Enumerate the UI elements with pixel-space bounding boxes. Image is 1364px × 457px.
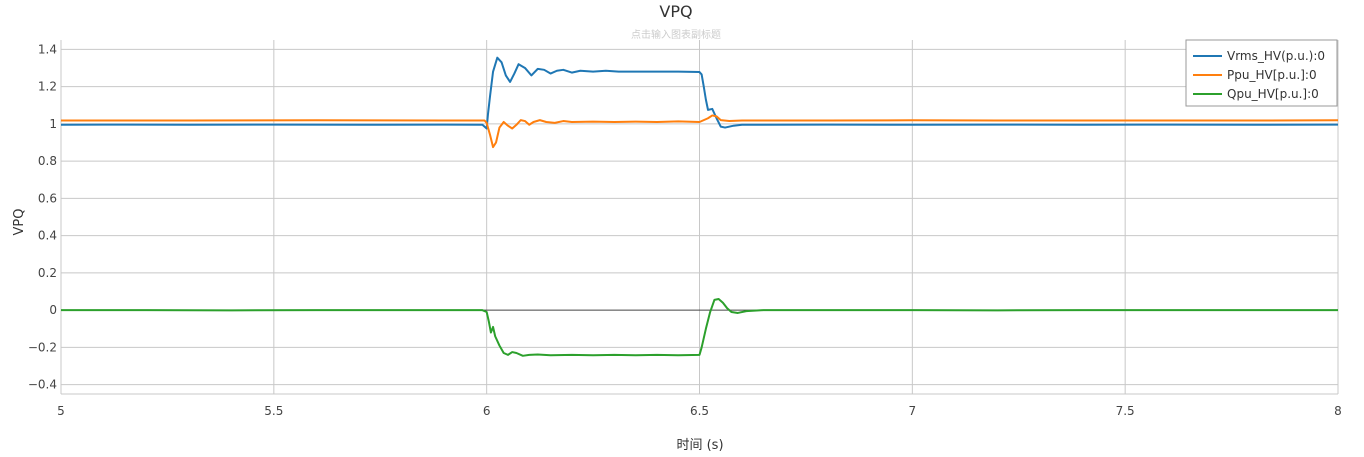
y-tick-label: 0.2 xyxy=(38,266,57,280)
y-tick-label: 0 xyxy=(49,303,57,317)
axis-ticks: 5 5.5 6 6.5 7 7.5 8 −0.4 −0.2 0 0.2 0.4 0.6 0.8 1 1.2 1.… xyxy=(28,42,1342,418)
y-tick-label: 1.4 xyxy=(38,42,57,56)
x-tick-label: 6 xyxy=(483,404,491,418)
series-line-0 xyxy=(60,56,1339,130)
y-tick-label: 1.2 xyxy=(38,80,57,94)
y-tick-label: 0.4 xyxy=(38,229,57,243)
series-lines xyxy=(60,56,1339,357)
x-tick-label: 5.5 xyxy=(264,404,283,418)
series-line-2 xyxy=(61,297,1338,357)
legend-item-label[interactable]: Ppu_HV[p.u.]:0 xyxy=(1227,68,1317,82)
y-tick-label: 1 xyxy=(49,117,57,131)
series-line-1 xyxy=(61,114,1339,149)
x-tick-label: 6.5 xyxy=(690,404,709,418)
chart-subtitle[interactable]: 点击输入图表副标题 xyxy=(631,28,721,41)
y-axis-title: VPQ xyxy=(12,209,27,236)
x-tick-label: 5 xyxy=(57,404,65,418)
x-tick-label: 8 xyxy=(1334,404,1342,418)
x-tick-label: 7 xyxy=(909,404,917,418)
y-tick-label: 0.6 xyxy=(38,191,57,205)
chart-title: VPQ xyxy=(659,2,692,21)
legend-item-label[interactable]: Vrms_HV(p.u.):0 xyxy=(1227,49,1325,63)
x-tick-label: 7.5 xyxy=(1116,404,1135,418)
y-tick-label: −0.4 xyxy=(28,378,57,392)
x-axis-title: 时间 (s) xyxy=(676,438,723,453)
grid xyxy=(60,40,1339,395)
legend: Vrms_HV(p.u.):0 Ppu_HV[p.u.]:0 Qpu_HV[p.u.… xyxy=(1185,39,1338,107)
y-tick-label: 0.8 xyxy=(38,154,57,168)
legend-item-label[interactable]: Qpu_HV[p.u.]:0 xyxy=(1227,87,1319,101)
y-tick-label: −0.2 xyxy=(28,340,57,354)
